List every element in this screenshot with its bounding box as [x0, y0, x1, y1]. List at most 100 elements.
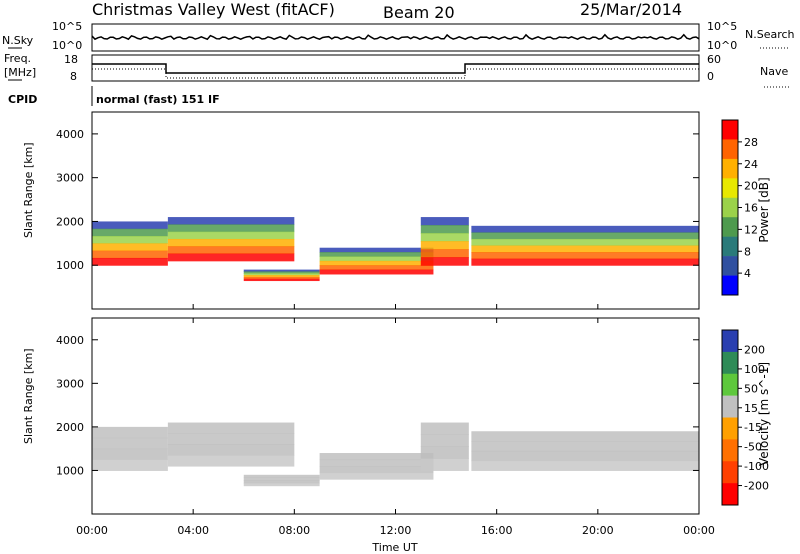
velocity-echo-band: [420, 458, 469, 471]
velocity-echo-band: [167, 433, 295, 445]
velocity-echo-band: [319, 472, 434, 480]
velocity-colorbar-tick-label: -100: [744, 460, 769, 473]
velocity-echo-band: [420, 422, 469, 436]
velocity-colorbar-segment: [722, 395, 738, 418]
velocity-echo-band: [471, 431, 699, 442]
power-echo-band: [471, 238, 699, 247]
velocity-echo-band: [420, 434, 469, 447]
velocity-echo-band: [167, 455, 295, 467]
power-echo-band: [243, 276, 320, 280]
power-colorbar-segment: [722, 236, 738, 257]
velocity-colorbar-segment: [722, 483, 738, 506]
sky-noise-panel: N.Sky 10^5 10^0 10^5 10^0 N.Search: [2, 20, 795, 52]
sky-left-tick-bottom: 10^0: [52, 39, 82, 52]
power-colorbar-tick-label: 28: [744, 136, 758, 149]
power-colorbar-tick-label: 16: [744, 202, 758, 215]
time-tick-label: 20:00: [582, 524, 614, 537]
velocity-y-axis-label: Slant Range [km]: [22, 348, 35, 444]
velocity-ytick-label: 4000: [56, 334, 84, 347]
power-colorbar-segment: [722, 178, 738, 199]
sky-right-tick-top: 10^5: [707, 20, 737, 33]
station-title: Christmas Valley West (fitACF): [92, 0, 335, 19]
power-ytick-label: 3000: [56, 172, 84, 185]
velocity-colorbar-tick-label: -200: [744, 480, 769, 493]
time-tick-label: 00:00: [76, 524, 108, 537]
power-echo-band: [167, 231, 295, 240]
velocity-colorbar-label: Velocity [m s^-1]: [757, 362, 771, 466]
velocity-echo-band: [319, 453, 434, 461]
power-echo-band: [420, 249, 469, 258]
power-echo-band: [92, 236, 168, 244]
power-colorbar-tick-label: 8: [744, 245, 751, 258]
power-echo-band: [319, 256, 434, 262]
velocity-colorbar-tick-label: 100: [744, 363, 765, 376]
sky-panel-left-label: N.Sky: [2, 34, 34, 47]
power-echo-band: [471, 225, 699, 233]
velocity-colorbar-segment: [722, 461, 738, 484]
velocity-echo-band: [92, 448, 168, 461]
velocity-echo-band: [471, 441, 699, 452]
power-colorbar-segment: [722, 217, 738, 237]
cpid-mode-label: normal (fast) 151 IF: [96, 93, 220, 106]
time-tick-label: 16:00: [481, 524, 513, 537]
power-echo-band: [92, 243, 168, 252]
velocity-panel: 1000 2000 3000 4000 Slant Range [km]: [22, 317, 700, 515]
power-echo-band: [243, 278, 320, 282]
power-colorbar: 28 24 20 16 12 8 4: [721, 119, 758, 296]
power-echo-band: [420, 217, 469, 226]
velocity-echo-band: [471, 460, 699, 471]
power-echo-band: [243, 269, 320, 272]
power-frame: [91, 111, 700, 310]
sky-left-tick-top: 10^5: [52, 20, 82, 33]
power-panel: 1000 2000 3000 4000 Slant Range [km]: [22, 111, 700, 310]
time-axis: 00:00 04:00 08:00 12:00 16:00 20:00 00:00: [76, 304, 715, 537]
time-tick-label: 08:00: [278, 524, 310, 537]
power-colorbar-label: Power [dB]: [757, 177, 771, 242]
freq-label-line1: Freq.: [4, 52, 31, 65]
freq-label-line2: [MHz]: [4, 66, 36, 79]
power-echo-band: [319, 247, 434, 253]
velocity-echo-band: [92, 459, 168, 471]
sky-panel-right-label: N.Search: [745, 28, 795, 41]
velocity-colorbar-tick-label: -50: [744, 441, 762, 454]
power-colorbar-tick-label: 20: [744, 180, 758, 193]
velocity-echo-band: [92, 437, 168, 450]
velocity-colorbar-tick-label: 50: [744, 382, 758, 395]
velocity-y-axis: 1000 2000 3000 4000: [56, 334, 699, 477]
power-y-axis-label: Slant Range [km]: [22, 142, 35, 238]
power-echo-band: [243, 271, 320, 274]
power-colorbar-segment: [722, 158, 738, 179]
power-echo-band: [92, 221, 168, 230]
velocity-colorbar-segment: [722, 351, 738, 375]
power-colorbar-segment: [722, 120, 738, 140]
sky-noise-trace: [91, 33, 700, 41]
power-echo-band: [471, 245, 699, 253]
velocity-colorbar: 200 100 50 15 -15 -50 -100 -200: [721, 329, 769, 506]
power-echo-band: [92, 257, 168, 266]
power-ytick-label: 4000: [56, 128, 84, 141]
power-ytick-label: 1000: [56, 259, 84, 272]
power-echo-band: [420, 257, 469, 266]
velocity-echo-band: [92, 426, 168, 439]
power-colorbar-segment: [722, 197, 738, 218]
velocity-frame: [91, 317, 700, 515]
power-echo-band: [471, 232, 699, 240]
velocity-echo-band: [420, 446, 469, 459]
velocity-colorbar-segment: [722, 373, 738, 396]
velocity-echo-band: [243, 482, 320, 487]
sky-right-tick-bottom: 10^0: [707, 39, 737, 52]
power-echo-layer: [92, 217, 699, 282]
nave-tick-top: 60: [707, 53, 721, 66]
power-echo-band: [167, 253, 295, 262]
power-colorbar-tick-label: 24: [744, 158, 758, 171]
velocity-ytick-label: 3000: [56, 377, 84, 390]
power-echo-band: [319, 260, 434, 266]
power-echo-band: [420, 233, 469, 242]
power-echo-band: [319, 265, 434, 271]
velocity-echo-band: [471, 450, 699, 462]
power-echo-band: [92, 228, 168, 237]
power-echo-band: [167, 217, 295, 225]
velocity-echo-band: [167, 444, 295, 456]
frequency-trace: [92, 63, 699, 74]
